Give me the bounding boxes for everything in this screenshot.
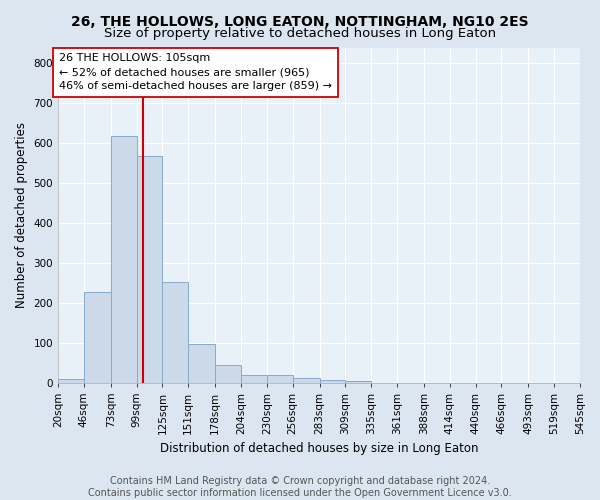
Text: 26 THE HOLLOWS: 105sqm
← 52% of detached houses are smaller (965)
46% of semi-de: 26 THE HOLLOWS: 105sqm ← 52% of detached… bbox=[59, 54, 332, 92]
X-axis label: Distribution of detached houses by size in Long Eaton: Distribution of detached houses by size … bbox=[160, 442, 478, 455]
Text: Size of property relative to detached houses in Long Eaton: Size of property relative to detached ho… bbox=[104, 26, 496, 40]
Bar bbox=[58, 378, 84, 382]
Y-axis label: Number of detached properties: Number of detached properties bbox=[15, 122, 28, 308]
Bar bbox=[84, 292, 111, 382]
Bar bbox=[163, 282, 188, 382]
Bar bbox=[320, 380, 346, 382]
Text: 26, THE HOLLOWS, LONG EATON, NOTTINGHAM, NG10 2ES: 26, THE HOLLOWS, LONG EATON, NOTTINGHAM,… bbox=[71, 15, 529, 29]
Text: Contains HM Land Registry data © Crown copyright and database right 2024.
Contai: Contains HM Land Registry data © Crown c… bbox=[88, 476, 512, 498]
Bar bbox=[111, 136, 137, 382]
Bar bbox=[293, 378, 320, 382]
Bar bbox=[346, 380, 371, 382]
Bar bbox=[215, 366, 241, 382]
Bar bbox=[137, 156, 163, 382]
Bar bbox=[241, 374, 267, 382]
Bar bbox=[267, 374, 293, 382]
Bar bbox=[188, 344, 215, 383]
